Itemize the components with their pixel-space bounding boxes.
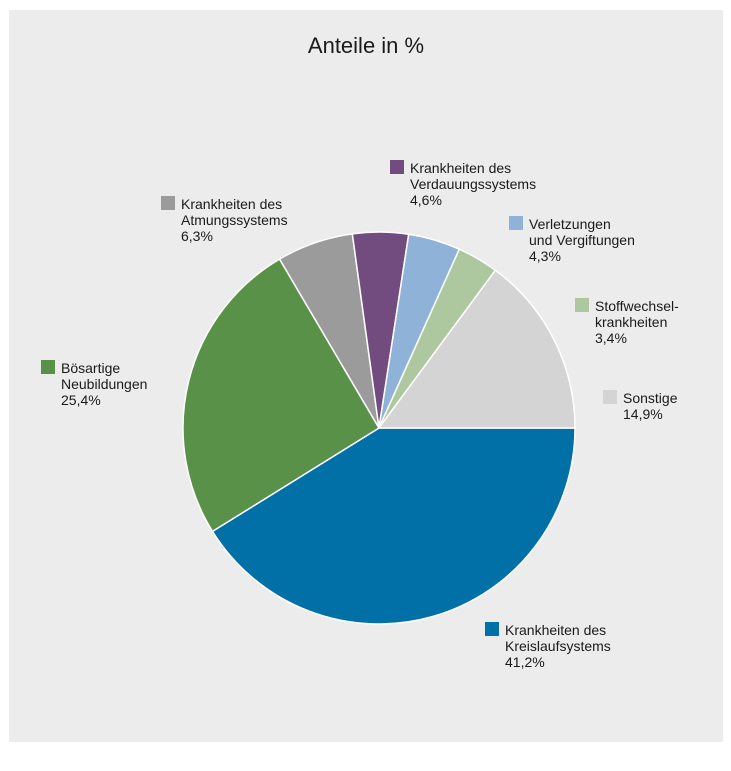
- label-atmung: Krankheiten des Atmungssystems 6,3%: [161, 196, 288, 244]
- pie-slice-0: [211, 427, 576, 625]
- label-verletzungen: Verletzungen und Vergiftungen 4,3%: [509, 216, 635, 264]
- legend-swatch: [603, 390, 617, 404]
- chart-title: Anteile in %: [307, 33, 425, 58]
- legend-swatch: [485, 622, 499, 636]
- legend-swatch: [161, 196, 175, 210]
- legend-swatch: [390, 160, 404, 174]
- label-verdauung: Krankheiten des Verdauungssystems 4,6%: [390, 160, 536, 208]
- label-stoffwechsel: Stoffwechsel- krankheiten 3,4%: [575, 298, 679, 346]
- label-kreislauf: Krankheiten des Kreislaufsystems 41,2%: [485, 622, 611, 670]
- label-sonstige: Sonstige 14,9%: [603, 390, 677, 422]
- legend-swatch: [509, 216, 523, 230]
- pie-slice-1: [182, 258, 380, 533]
- pie-slice-6: [378, 269, 576, 429]
- legend-swatch: [41, 360, 55, 374]
- legend-swatch: [575, 298, 589, 312]
- chart-panel: Anteile in % Krankheiten des Kreislaufsy…: [9, 10, 723, 742]
- label-neubildungen: Bösartige Neubildungen 25,4%: [41, 360, 147, 408]
- pie-chart: [182, 231, 576, 625]
